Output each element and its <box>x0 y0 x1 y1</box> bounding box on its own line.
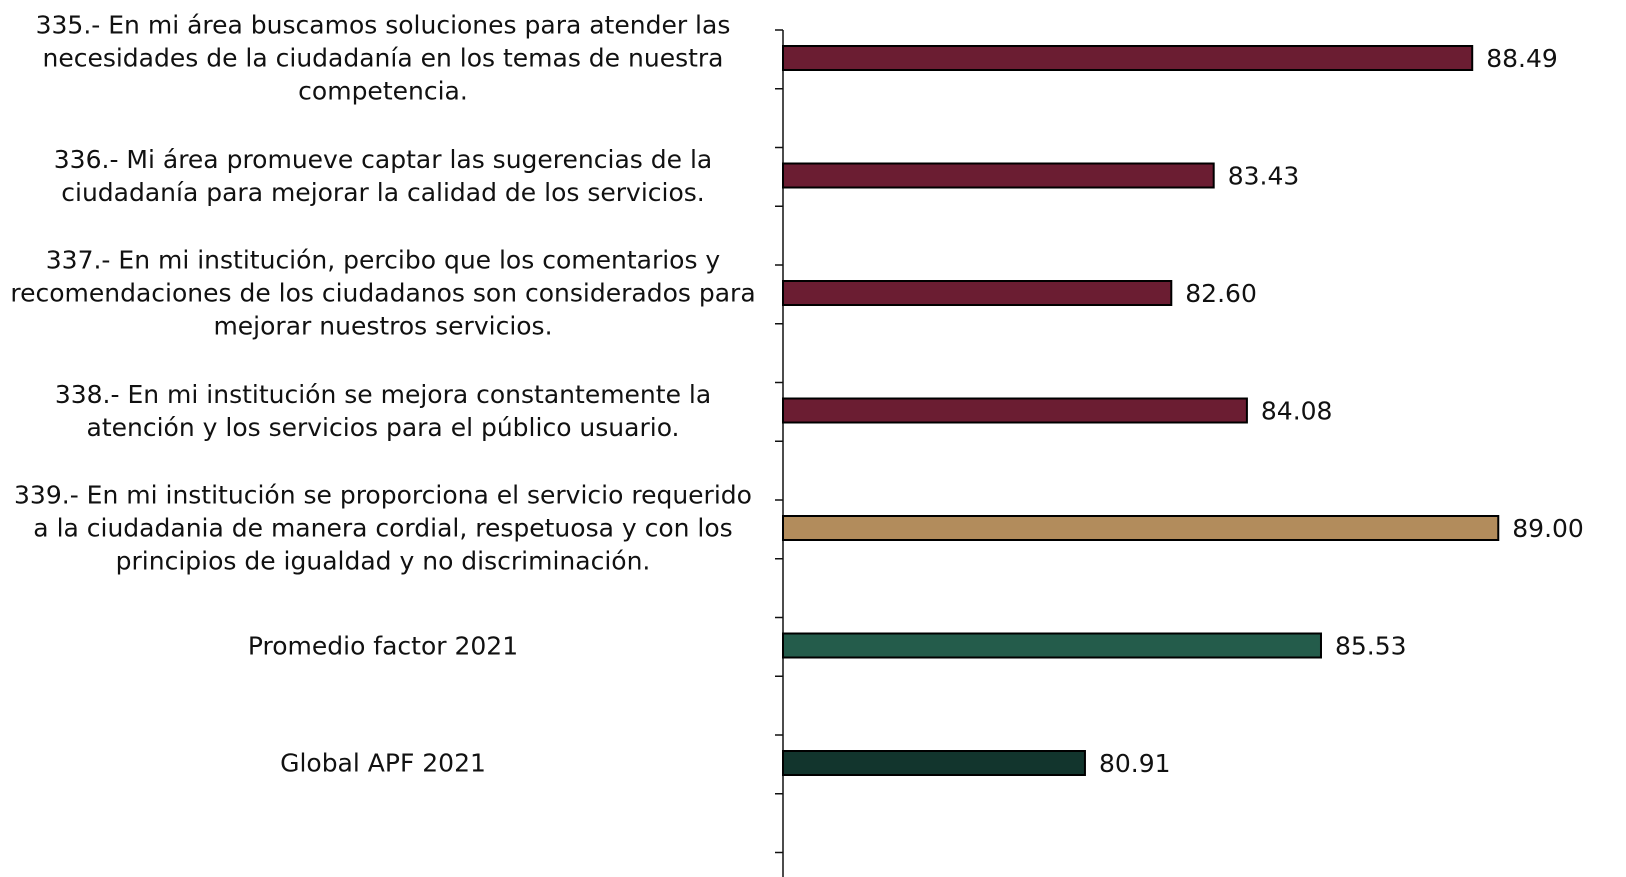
bar <box>782 397 1248 424</box>
category-label: 336.- Mi área promueve captar las sugere… <box>53 144 713 207</box>
bar <box>782 750 1086 776</box>
bar <box>782 515 1500 541</box>
value-label: 85.53 <box>1335 632 1407 661</box>
category-label: 335.- En mi área buscamos soluciones par… <box>35 10 731 106</box>
category-label: 338.- En mi institución se mejora consta… <box>54 379 712 442</box>
category-label: 339.- En mi institución se proporciona e… <box>14 480 752 576</box>
bar <box>782 632 1322 659</box>
category-label: Promedio factor 2021 <box>247 631 519 660</box>
value-label: 84.08 <box>1261 397 1333 426</box>
bar <box>782 280 1173 306</box>
bar <box>782 45 1474 71</box>
value-label: 89.00 <box>1512 514 1584 543</box>
value-label: 88.49 <box>1486 44 1558 73</box>
value-label: 80.91 <box>1099 749 1171 778</box>
category-label: 337.- En mi institución, percibo que los… <box>10 245 756 341</box>
value-label: 83.43 <box>1228 162 1300 191</box>
category-label: Global APF 2021 <box>280 748 486 778</box>
bar <box>782 162 1215 189</box>
value-label: 82.60 <box>1185 279 1257 308</box>
